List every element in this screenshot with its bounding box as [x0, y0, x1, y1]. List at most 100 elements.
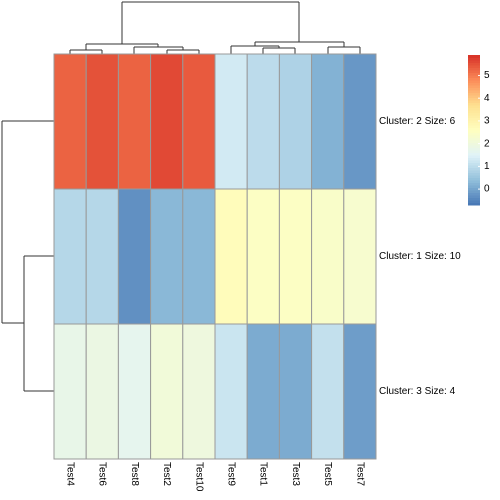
colorbar-segment: [468, 115, 480, 118]
column-label: Test7: [354, 462, 365, 486]
cell: [343, 323, 377, 460]
colorbar-segment: [468, 97, 480, 101]
cell: [182, 188, 216, 325]
cell: [278, 188, 313, 325]
row-dendrogram: [1, 120, 54, 392]
cell: [278, 323, 313, 460]
colorbar-segment: [468, 132, 480, 136]
colorbar-segment: [468, 180, 480, 183]
colorbar-segment: [468, 130, 480, 133]
colorbar-segment: [468, 80, 480, 83]
colorbar-segment: [468, 175, 480, 178]
cell: [214, 53, 248, 190]
cell: [117, 188, 152, 325]
colorbar-segment: [468, 70, 480, 73]
colorbar-segment: [468, 65, 480, 68]
cell: [182, 53, 216, 190]
colorbar-segment: [468, 57, 480, 61]
cell: [53, 53, 87, 190]
cell: [246, 53, 280, 190]
cell: [214, 323, 248, 460]
colorbar-segment: [468, 55, 480, 58]
cell: [246, 323, 280, 460]
colorbar-segment: [468, 85, 480, 88]
colorbar-tick-label: 1: [484, 161, 490, 172]
colorbar-tick-label: 0: [484, 184, 490, 195]
colorbar-segment: [468, 182, 480, 186]
cell: [53, 188, 87, 325]
row-label: Cluster: 3 Size: 4: [379, 386, 456, 397]
colorbar-segment: [468, 82, 480, 86]
colorbar-segment: [468, 62, 480, 66]
cell: [278, 53, 313, 190]
colorbar-segment: [468, 195, 480, 198]
colorbar-segment: [468, 95, 480, 98]
colorbar-segment: [468, 200, 480, 203]
colorbar-segment: [468, 107, 480, 111]
cell: [311, 53, 345, 190]
colorbar-segment: [468, 177, 480, 181]
colorbar-segment: [468, 167, 480, 171]
column-label: Test3: [290, 462, 301, 486]
cell: [85, 323, 119, 460]
colorbar-segment: [468, 202, 480, 206]
colorbar-segment: [468, 185, 480, 188]
colorbar-segment: [468, 140, 480, 143]
colorbar-segment: [468, 157, 480, 161]
colorbar-segment: [468, 155, 480, 158]
cell: [53, 323, 87, 460]
colorbar-segment: [468, 150, 480, 153]
colorbar-segment: [468, 125, 480, 128]
colorbar-tick-label: 5: [484, 70, 490, 81]
colorbar-segment: [468, 92, 480, 96]
colorbar-segment: [468, 90, 480, 93]
cell: [214, 188, 248, 325]
colorbar-segment: [468, 87, 480, 91]
column-label: Test6: [97, 462, 108, 486]
cell: [117, 323, 152, 460]
colorbar-segment: [468, 77, 480, 81]
colorbar-segment: [468, 147, 480, 151]
colorbar-segment: [468, 100, 480, 103]
column-dendrogram: [69, 1, 361, 54]
cell: [150, 188, 184, 325]
colorbar-tick-label: 2: [484, 138, 490, 149]
colorbar-segment: [468, 120, 480, 123]
colorbar-segment: [468, 102, 480, 106]
cell: [311, 323, 345, 460]
colorbar-segment: [468, 145, 480, 148]
colorbar-tick-label: 3: [484, 116, 490, 127]
colorbar-segment: [468, 67, 480, 71]
colorbar-segment: [468, 192, 480, 196]
row-label: Cluster: 1 Size: 10: [379, 251, 461, 262]
colorbar-segment: [468, 117, 480, 121]
colorbar-segment: [468, 110, 480, 113]
cell: [343, 188, 377, 325]
colorbar-segment: [468, 142, 480, 146]
colorbar-segment: [468, 72, 480, 76]
column-label: Test5: [322, 462, 333, 486]
column-label: Test8: [129, 462, 140, 486]
colorbar-segment: [468, 162, 480, 166]
column-label: Test1: [258, 462, 269, 486]
colorbar-segment: [468, 160, 480, 163]
colorbar-segment: [468, 165, 480, 168]
colorbar-segment: [468, 170, 480, 173]
cell: [311, 188, 345, 325]
colorbar-segment: [468, 135, 480, 138]
cell: [150, 53, 184, 190]
colorbar-segment: [468, 187, 480, 191]
column-label: Test10: [193, 462, 204, 492]
colorbar-segment: [468, 197, 480, 201]
colorbar-segment: [468, 105, 480, 108]
cell: [246, 188, 280, 325]
colorbar-segment: [468, 60, 480, 63]
column-label: Test4: [64, 462, 75, 486]
column-label: Test9: [225, 462, 236, 486]
colorbar-segment: [468, 172, 480, 176]
colorbar-segment: [468, 75, 480, 78]
cell: [85, 188, 119, 325]
colorbar-segment: [468, 152, 480, 156]
colorbar-segment: [468, 190, 480, 193]
